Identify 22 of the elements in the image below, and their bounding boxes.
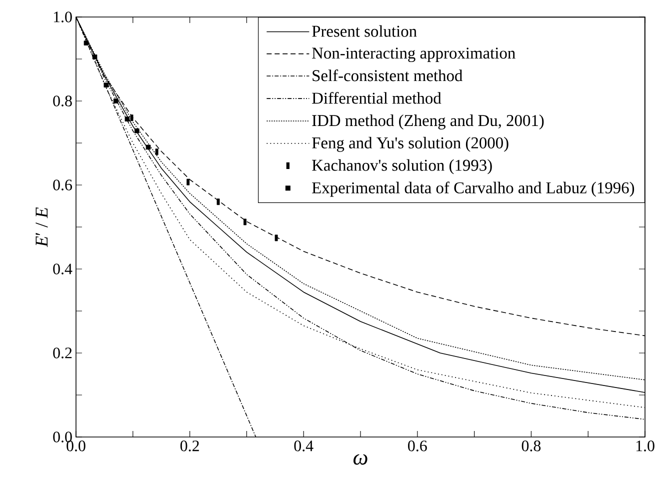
y-tick-label: 1.0 xyxy=(54,12,72,22)
legend-label: Feng and Yu's solution (2000) xyxy=(312,136,508,152)
legend-label: IDD method (Zheng and Du, 2001) xyxy=(312,114,544,130)
legend-label: Self-consistent method xyxy=(312,69,463,82)
y-tick-label: 0.6 xyxy=(53,180,72,190)
legend-label: Kachanov's solution (1993) xyxy=(312,159,492,174)
x-tick-label: 0.4 xyxy=(294,440,314,452)
x-tick-label: 0.6 xyxy=(408,440,427,452)
x-tick-label: 0.8 xyxy=(522,440,541,452)
x-axis-title: ω xyxy=(354,454,368,465)
legend-label: Experimental data of Carvalho and Labuz (1996) xyxy=(312,182,634,197)
x-tick-label: 0.0 xyxy=(66,440,86,452)
y-axis-title: E′ / E xyxy=(36,207,48,248)
y-tick-label: 0.0 xyxy=(53,432,72,442)
legend-label: Present solution xyxy=(312,25,417,37)
y-tick-label: 0.4 xyxy=(53,264,72,274)
legend-label: Differential method xyxy=(312,92,442,104)
y-tick-label: 0.8 xyxy=(53,96,72,106)
y-tick-label: 0.2 xyxy=(53,348,72,358)
x-tick-label: 1.0 xyxy=(636,440,654,452)
legend-label: Non-interacting approximation xyxy=(312,48,516,62)
x-tick-label: 0.2 xyxy=(180,440,199,452)
